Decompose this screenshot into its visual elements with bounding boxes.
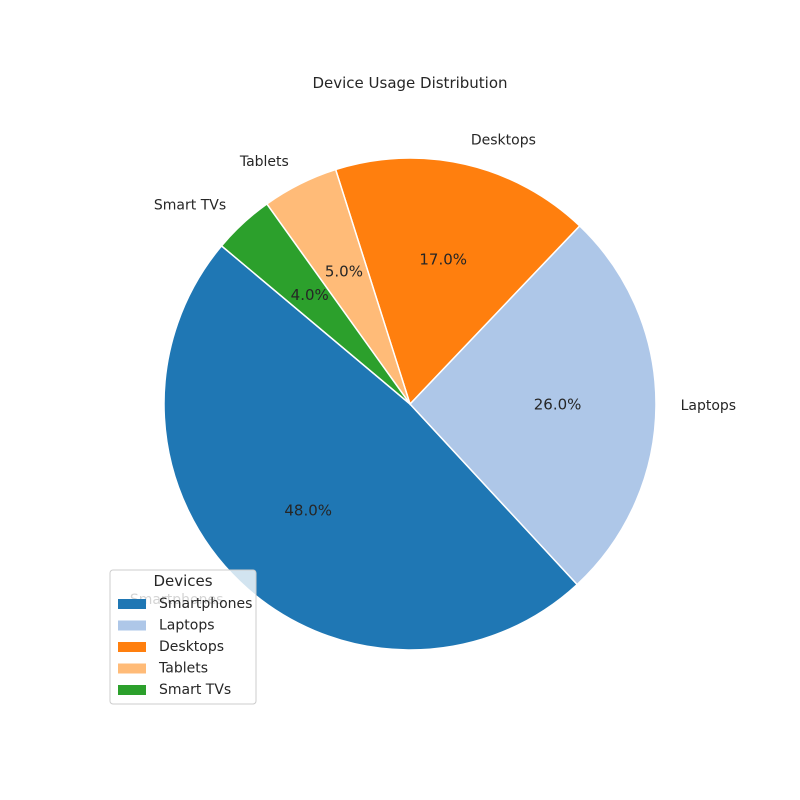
pie-slice-smart-tvs bbox=[220, 202, 411, 405]
slice-label-desktops: Desktops bbox=[471, 132, 536, 148]
pie-slices bbox=[163, 157, 657, 651]
legend-swatch-desktops bbox=[118, 642, 146, 652]
legend: Devices Smartphones Laptops Desktops Tablet… bbox=[109, 569, 257, 705]
pie-slice-desktops bbox=[334, 157, 581, 406]
slice-percent-smart-tvs: 4.0% bbox=[291, 286, 329, 304]
legend-swatch-tablets bbox=[118, 663, 146, 674]
slice-percent-desktops: 17.0% bbox=[419, 251, 467, 269]
slice-label-smart-tvs: Smart TVs bbox=[154, 197, 226, 213]
legend-label-smartphones: Smartphones bbox=[159, 596, 252, 612]
legend-label-smart-tvs: Smart TVs bbox=[159, 682, 231, 698]
legend-label-laptops: Laptops bbox=[159, 618, 215, 634]
legend-title: Devices bbox=[153, 572, 212, 590]
slice-percent-labels: 48.0% 26.0% 17.0% 5.0% 4.0% bbox=[284, 251, 581, 520]
legend-frame bbox=[109, 569, 257, 705]
slice-percent-smartphones: 48.0% bbox=[284, 501, 332, 519]
legend-swatch-laptops bbox=[118, 620, 146, 631]
legend-label-tablets: Tablets bbox=[158, 661, 208, 677]
slice-label-laptops: Laptops bbox=[681, 398, 737, 414]
chart-title: Device Usage Distribution bbox=[312, 74, 507, 92]
legend-entries: Smartphones Laptops Desktops Tablets Smart T… bbox=[118, 596, 252, 698]
legend-label-desktops: Desktops bbox=[159, 639, 224, 655]
slice-percent-tablets: 5.0% bbox=[325, 263, 363, 281]
legend-swatch-smartphones bbox=[118, 599, 146, 609]
pie-slice-laptops bbox=[408, 224, 657, 586]
legend-swatch-smart-tvs bbox=[118, 685, 146, 695]
slice-percent-laptops: 26.0% bbox=[534, 396, 582, 414]
slice-label-tablets: Tablets bbox=[239, 154, 289, 170]
